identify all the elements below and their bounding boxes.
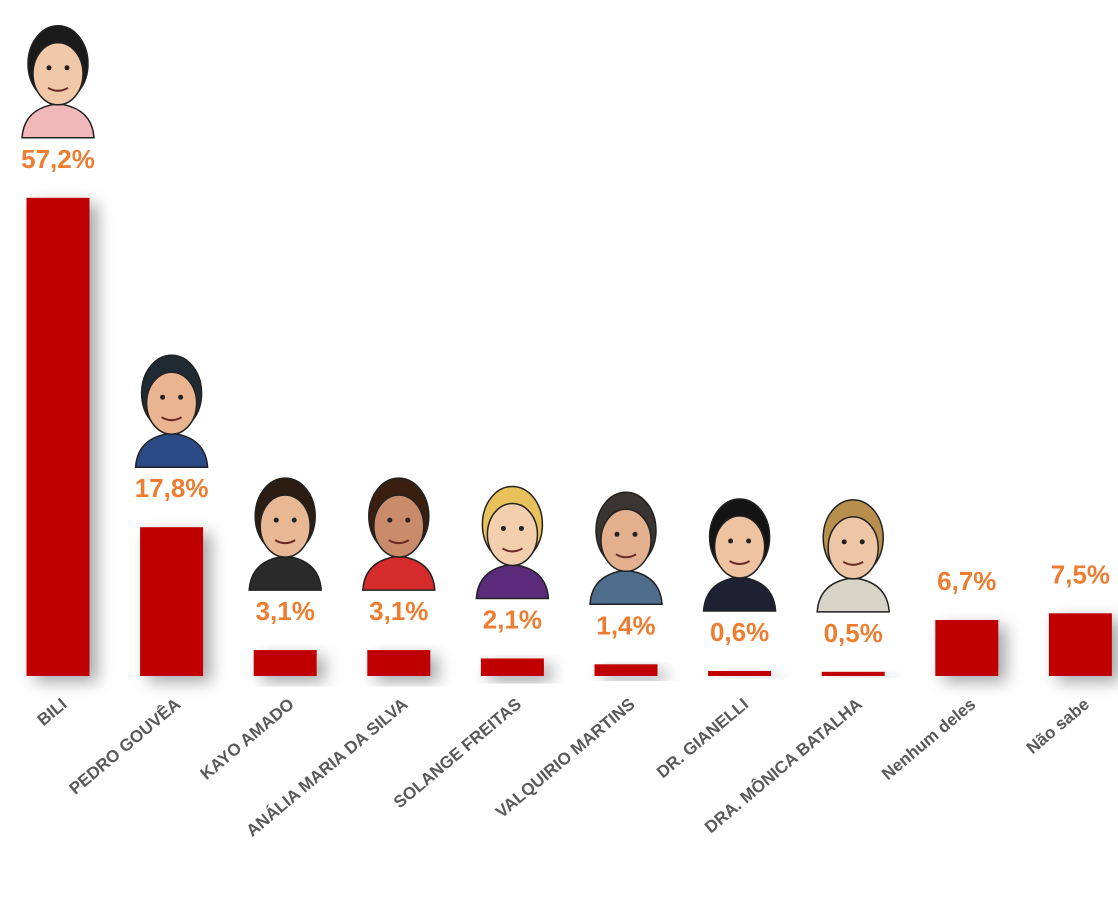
value-label: 1,4%	[596, 610, 655, 640]
portrait-face	[487, 503, 537, 565]
portrait-face	[715, 516, 765, 578]
portrait-eye	[615, 532, 620, 537]
portrait-face	[601, 509, 651, 571]
portrait-body	[817, 578, 889, 612]
portrait	[590, 492, 662, 604]
portrait-eye	[292, 518, 297, 523]
bar	[254, 650, 317, 676]
x-tick-label: KAYO AMADO	[197, 695, 298, 784]
portrait-eye	[274, 518, 279, 523]
portrait	[22, 26, 94, 138]
bar	[1049, 613, 1112, 676]
portrait-eye	[405, 518, 410, 523]
x-tick-label: DR. GIANELLI	[653, 695, 752, 782]
value-label: 7,5%	[1051, 559, 1110, 589]
portrait-body	[136, 433, 208, 467]
portrait	[363, 478, 435, 590]
portrait-eye	[387, 518, 392, 523]
value-label: 2,1%	[483, 604, 542, 634]
portrait-eye	[65, 65, 70, 70]
portrait-body	[476, 564, 548, 598]
x-tick-label: Nenhum deles	[878, 695, 979, 784]
portrait-body	[249, 556, 321, 590]
portrait-eye	[160, 395, 165, 400]
bar	[27, 198, 90, 676]
x-tick-label: Não sabe	[1023, 695, 1093, 758]
value-label: 57,2%	[21, 144, 95, 174]
portrait	[817, 500, 889, 612]
portrait	[136, 355, 208, 467]
value-label: 3,1%	[256, 596, 315, 626]
bar	[481, 658, 544, 676]
value-label: 0,6%	[710, 617, 769, 647]
portrait-face	[33, 43, 83, 105]
x-tick-label: SOLANGE FREITAS	[390, 695, 525, 813]
portrait-eye	[501, 526, 506, 531]
portrait-body	[590, 570, 662, 604]
portrait-body	[363, 556, 435, 590]
value-label: 3,1%	[369, 596, 428, 626]
bar	[595, 664, 658, 676]
value-label: 0,5%	[824, 618, 883, 648]
value-label: 17,8%	[135, 473, 209, 503]
bar	[140, 527, 203, 676]
portrait-face	[147, 372, 197, 434]
portrait-face	[260, 495, 310, 557]
portrait-face	[374, 495, 424, 557]
chart: 57,2% BILI 17,8% PEDRO GOUVÊA 3,1% KAYO AMADO…	[0, 0, 1118, 907]
x-tick-label: BILI	[34, 695, 71, 730]
bar	[367, 650, 430, 676]
portrait-eye	[746, 538, 751, 543]
portrait-eye	[728, 538, 733, 543]
portrait	[476, 486, 548, 598]
portrait-eye	[47, 65, 52, 70]
value-label: 6,7%	[937, 566, 996, 596]
portrait-face	[828, 517, 878, 579]
bar	[822, 672, 885, 676]
bar	[708, 671, 771, 676]
portrait-eye	[178, 395, 183, 400]
portrait-body	[704, 577, 776, 611]
portrait	[249, 478, 321, 590]
portrait-eye	[519, 526, 524, 531]
x-tick-label: PEDRO GOUVÊA	[66, 695, 185, 799]
portrait-eye	[842, 539, 847, 544]
portrait	[704, 499, 776, 611]
bar	[935, 620, 998, 676]
portrait-body	[22, 104, 94, 138]
portrait-eye	[860, 539, 865, 544]
portrait-eye	[633, 532, 638, 537]
